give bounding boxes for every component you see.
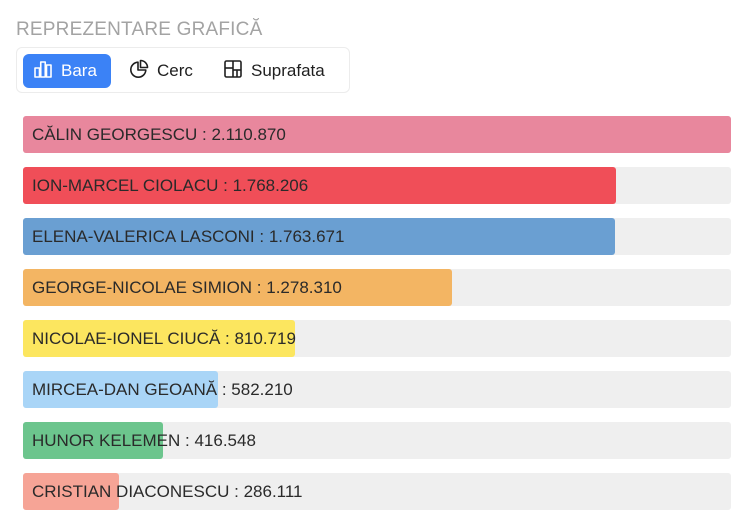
bar-data-label: ELENA-VALERICA LASCONI : 1.763.671 xyxy=(32,227,345,246)
bar-track: NICOLAE-IONEL CIUCĂ : 810.719 xyxy=(23,320,731,357)
bar-data-label: GEORGE-NICOLAE SIMION : 1.278.310 xyxy=(32,278,342,297)
bar-data-label: CRISTIAN DIACONESCU : 286.111 xyxy=(32,482,303,501)
bar-data-label: NICOLAE-IONEL CIUCĂ : 810.719 xyxy=(32,329,296,348)
tab-label: Bara xyxy=(61,61,97,80)
bar-data-label: ION-MARCEL CIOLACU : 1.768.206 xyxy=(32,176,309,195)
bar[interactable] xyxy=(23,473,119,510)
bar-track: ION-MARCEL CIOLACU : 1.768.206 xyxy=(23,167,731,204)
bar-data-label: CĂLIN GEORGESCU : 2.110.870 xyxy=(32,125,286,144)
tab-label: Cerc xyxy=(157,61,193,80)
bar-track: CRISTIAN DIACONESCU : 286.111 xyxy=(23,473,731,510)
section-title: REPREZENTARE GRAFICĂ xyxy=(16,19,263,40)
bar-track: ELENA-VALERICA LASCONI : 1.763.671 xyxy=(23,218,731,255)
tab-cerc[interactable]: Cerc xyxy=(121,54,209,88)
bar[interactable] xyxy=(23,167,616,204)
pie-chart-icon xyxy=(129,59,157,84)
bar-data-label: HUNOR KELEMEN : 416.548 xyxy=(32,431,256,450)
bar-track: HUNOR KELEMEN : 416.548 xyxy=(23,422,731,459)
tab-bara[interactable]: Bara xyxy=(23,54,111,88)
bar-track: CĂLIN GEORGESCU : 2.110.870 xyxy=(23,116,731,153)
bar[interactable] xyxy=(23,218,615,255)
bar[interactable] xyxy=(23,371,218,408)
tab-suprafata[interactable]: Suprafata xyxy=(215,54,345,88)
bar-track: MIRCEA-DAN GEOANĂ : 582.210 xyxy=(23,371,731,408)
bar[interactable] xyxy=(23,269,452,306)
treemap-icon xyxy=(223,59,251,84)
bar-chart-icon xyxy=(33,59,61,84)
bar[interactable] xyxy=(23,116,731,153)
bar-data-label: MIRCEA-DAN GEOANĂ : 582.210 xyxy=(32,380,293,399)
tab-label: Suprafata xyxy=(251,61,325,80)
bar-track: GEORGE-NICOLAE SIMION : 1.278.310 xyxy=(23,269,731,306)
bar[interactable] xyxy=(23,422,163,459)
bar[interactable] xyxy=(23,320,295,357)
chart-type-tabs: Bara Cerc Suprafata xyxy=(16,47,350,93)
